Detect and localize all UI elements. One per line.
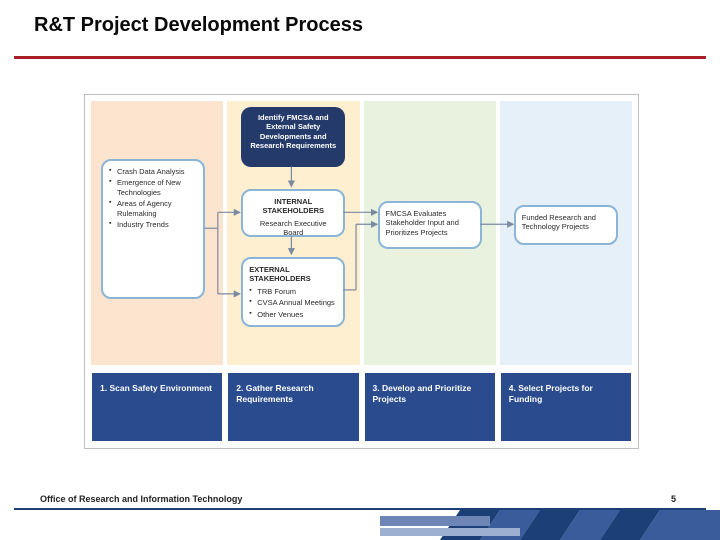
col-3: FMCSA Evaluates Stakeholder Input and Pr… [364,101,496,365]
evaluate-card: FMCSA Evaluates Stakeholder Input and Pr… [378,201,482,249]
scan-item: Industry Trends [109,220,197,229]
scan-item: Emergence of New Technologies [109,178,197,197]
step-num: 1. [100,383,107,393]
scan-item: Crash Data Analysis [109,167,197,176]
step-label: Scan Safety Environment [109,383,212,393]
internal-heading: INTERNAL STAKEHOLDERS [249,197,337,216]
internal-stakeholders-card: INTERNAL STAKEHOLDERS Research Executive… [241,189,345,237]
external-heading: EXTERNAL STAKEHOLDERS [249,265,337,284]
external-item: CVSA Annual Meetings [249,298,337,307]
title-underline [14,56,706,59]
diagram-columns: Crash Data Analysis Emergence of New Tec… [91,101,632,365]
step-label: Develop and Prioritize Projects [373,383,472,404]
footer-graphic [380,510,720,540]
process-diagram: Crash Data Analysis Emergence of New Tec… [84,94,639,449]
step-1: 1. Scan Safety Environment [91,372,223,442]
external-stakeholders-card: EXTERNAL STAKEHOLDERS TRB Forum CVSA Ann… [241,257,345,327]
internal-body: Research Executive Board [249,219,337,238]
step-row: 1. Scan Safety Environment 2. Gather Res… [91,372,632,442]
external-item: TRB Forum [249,287,337,296]
col-2: Identify FMCSA and External Safety Devel… [227,101,359,365]
step-2: 2. Gather Research Requirements [227,372,359,442]
page-title: R&T Project Development Process [34,14,363,37]
scan-item: Areas of Agency Rulemaking [109,199,197,218]
step-num: 2. [236,383,243,393]
scan-list-card: Crash Data Analysis Emergence of New Tec… [101,159,205,299]
funded-card: Funded Research and Technology Projects [514,205,618,245]
col-1: Crash Data Analysis Emergence of New Tec… [91,101,223,365]
step-label: Select Projects for Funding [509,383,593,404]
page-number: 5 [671,494,676,504]
identify-card: Identify FMCSA and External Safety Devel… [241,107,345,167]
step-label: Gather Research Requirements [236,383,314,404]
col-4: Funded Research and Technology Projects [500,101,632,365]
step-num: 3. [373,383,380,393]
step-num: 4. [509,383,516,393]
step-4: 4. Select Projects for Funding [500,372,632,442]
external-item: Other Venues [249,310,337,319]
footer-office: Office of Research and Information Techn… [40,494,242,504]
step-3: 3. Develop and Prioritize Projects [364,372,496,442]
